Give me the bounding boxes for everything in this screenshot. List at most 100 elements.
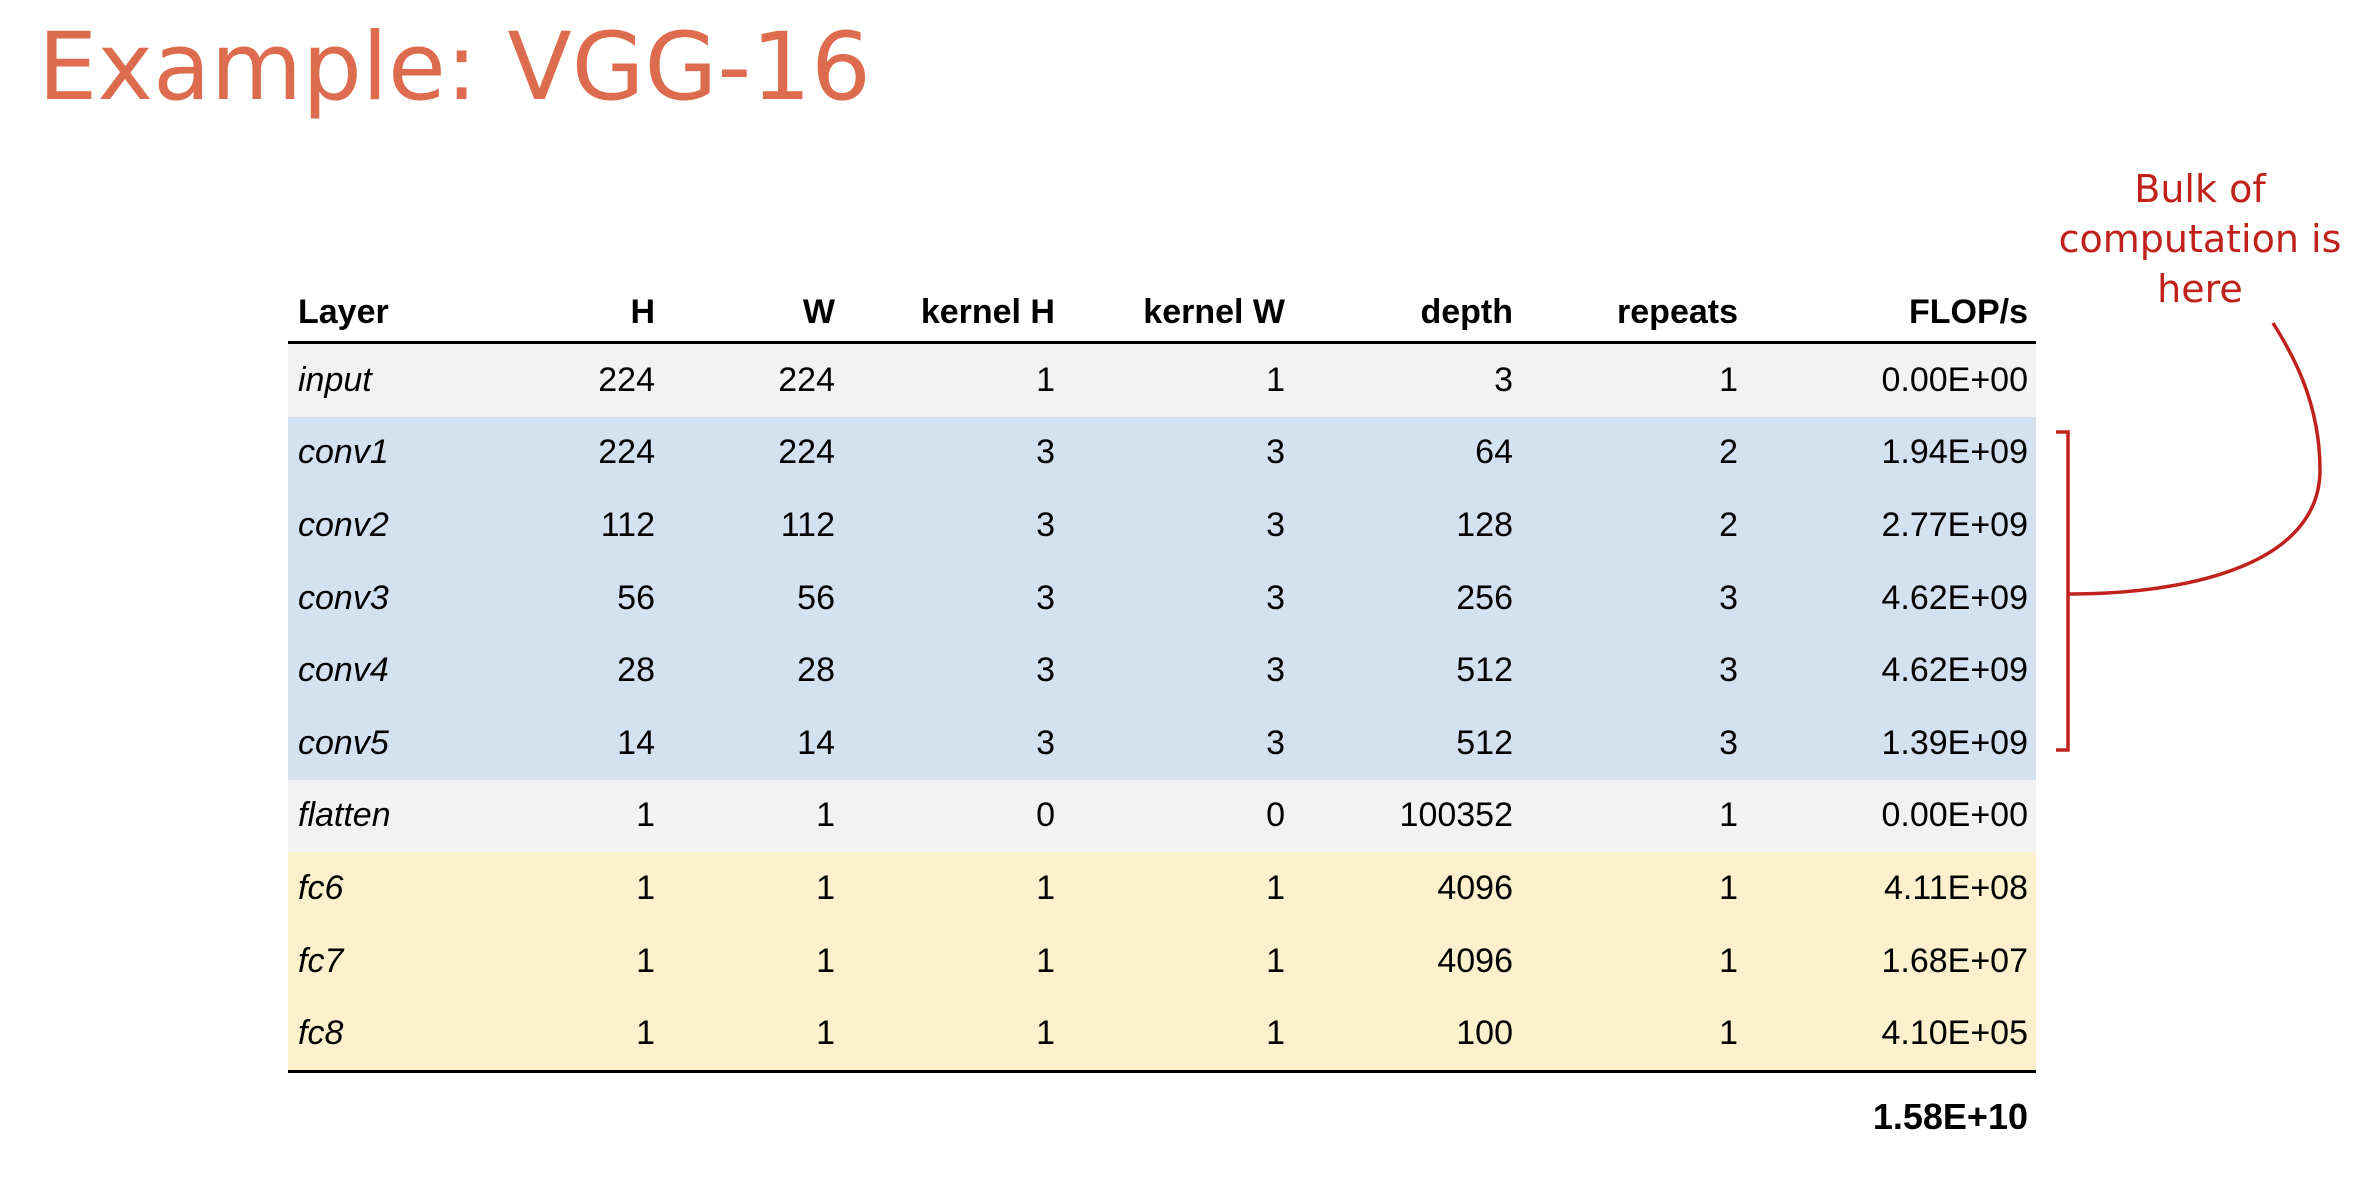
cell-h: 112: [468, 489, 663, 562]
cell-depth: 3: [1293, 342, 1521, 417]
cell-w: 1: [663, 852, 843, 925]
header-kernel-h: kernel H: [843, 283, 1063, 344]
cell-flops: 0.00E+00: [1746, 342, 2036, 417]
cell-w: 224: [663, 342, 843, 417]
table-header-row: Layer H W kernel H kernel W depth repeat…: [288, 283, 2036, 344]
table-row: input 224 224 1 1 3 1 0.00E+00: [288, 342, 2036, 417]
table-row: conv1 224 224 3 3 64 2 1.94E+09: [288, 416, 2036, 490]
cell-layer: conv1: [288, 416, 468, 490]
table-row: conv4 28 28 3 3 512 3 4.62E+09: [288, 634, 2036, 707]
cell-kernel-h: 3: [843, 634, 1063, 707]
header-h: H: [468, 283, 663, 344]
cell-kernel-h: 0: [843, 779, 1063, 853]
cell-depth: 4096: [1293, 852, 1521, 925]
cell-layer: conv2: [288, 489, 468, 562]
cell-w: 28: [663, 634, 843, 707]
cell-w: 112: [663, 489, 843, 562]
annotation-line: here: [2157, 267, 2243, 311]
cell-repeats: 1: [1521, 342, 1746, 417]
cell-h: 1: [468, 997, 663, 1073]
cell-flops: 2.77E+09: [1746, 489, 2036, 562]
cell-repeats: 1: [1521, 924, 1746, 998]
cell-repeats: 2: [1521, 489, 1746, 562]
cell-kernel-w: 1: [1063, 924, 1293, 998]
cell-depth: 128: [1293, 489, 1521, 562]
table-row: fc6 1 1 1 1 4096 1 4.11E+08: [288, 852, 2036, 925]
cell-kernel-h: 1: [843, 997, 1063, 1073]
cell-flops: 1.39E+09: [1746, 706, 2036, 780]
table-row: flatten 1 1 0 0 100352 1 0.00E+00: [288, 779, 2036, 853]
cell-kernel-h: 1: [843, 852, 1063, 925]
cell-h: 14: [468, 706, 663, 780]
header-kernel-w: kernel W: [1063, 283, 1293, 344]
cell-kernel-w: 3: [1063, 634, 1293, 707]
cell-layer: input: [288, 342, 468, 417]
cell-repeats: 3: [1521, 561, 1746, 635]
cell-flops: 4.62E+09: [1746, 561, 2036, 635]
cell-flops: 4.11E+08: [1746, 852, 2036, 925]
cell-h: 1: [468, 779, 663, 853]
cell-w: 1: [663, 924, 843, 998]
cell-w: 1: [663, 779, 843, 853]
cell-depth: 256: [1293, 561, 1521, 635]
table-row: conv2 112 112 3 3 128 2 2.77E+09: [288, 489, 2036, 562]
cell-layer: fc6: [288, 852, 468, 925]
cell-w: 14: [663, 706, 843, 780]
total-flops: 1.58E+10: [1872, 1096, 2028, 1137]
cell-repeats: 1: [1521, 997, 1746, 1073]
cell-kernel-h: 1: [843, 342, 1063, 417]
table-row: conv5 14 14 3 3 512 3 1.39E+09: [288, 706, 2036, 780]
cell-depth: 512: [1293, 634, 1521, 707]
cell-flops: 4.62E+09: [1746, 634, 2036, 707]
cell-layer: conv3: [288, 561, 468, 635]
cell-depth: 100352: [1293, 779, 1521, 853]
cell-h: 56: [468, 561, 663, 635]
header-repeats: repeats: [1521, 283, 1746, 344]
cell-flops: 1.94E+09: [1746, 416, 2036, 490]
cell-h: 224: [468, 416, 663, 490]
table-body: input 224 224 1 1 3 1 0.00E+00 conv1 224 224 3 3 64 2 1…: [288, 342, 2036, 1073]
annotation-arrow-curve: [2067, 322, 2322, 596]
cell-depth: 100: [1293, 997, 1521, 1073]
cell-repeats: 3: [1521, 706, 1746, 780]
cell-depth: 64: [1293, 416, 1521, 490]
cell-h: 28: [468, 634, 663, 707]
vgg16-flops-table: Layer H W kernel H kernel W depth repeat…: [288, 283, 2036, 1073]
header-layer: Layer: [288, 283, 468, 344]
table-row: fc8 1 1 1 1 100 1 4.10E+05: [288, 997, 2036, 1073]
header-w: W: [663, 283, 843, 344]
cell-kernel-h: 3: [843, 416, 1063, 490]
cell-kernel-h: 3: [843, 489, 1063, 562]
cell-kernel-w: 3: [1063, 416, 1293, 490]
cell-layer: fc8: [288, 997, 468, 1073]
cell-kernel-h: 3: [843, 706, 1063, 780]
cell-repeats: 1: [1521, 852, 1746, 925]
cell-w: 1: [663, 997, 843, 1073]
cell-w: 56: [663, 561, 843, 635]
slide-title: Example: VGG-16: [38, 13, 871, 122]
cell-repeats: 3: [1521, 634, 1746, 707]
cell-repeats: 2: [1521, 416, 1746, 490]
annotation-line: computation is: [2058, 217, 2342, 261]
cell-h: 1: [468, 924, 663, 998]
cell-kernel-h: 1: [843, 924, 1063, 998]
cell-layer: flatten: [288, 779, 468, 853]
cell-repeats: 1: [1521, 779, 1746, 853]
cell-kernel-w: 1: [1063, 852, 1293, 925]
conv-group-bracket: [2056, 430, 2070, 752]
cell-flops: 0.00E+00: [1746, 779, 2036, 853]
cell-depth: 512: [1293, 706, 1521, 780]
cell-h: 1: [468, 852, 663, 925]
cell-h: 224: [468, 342, 663, 417]
header-depth: depth: [1293, 283, 1521, 344]
table-row: fc7 1 1 1 1 4096 1 1.68E+07: [288, 924, 2036, 998]
cell-kernel-w: 3: [1063, 561, 1293, 635]
cell-w: 224: [663, 416, 843, 490]
cell-layer: fc7: [288, 924, 468, 998]
cell-kernel-w: 3: [1063, 706, 1293, 780]
cell-kernel-w: 3: [1063, 489, 1293, 562]
cell-flops: 4.10E+05: [1746, 997, 2036, 1073]
cell-depth: 4096: [1293, 924, 1521, 998]
cell-layer: conv5: [288, 706, 468, 780]
